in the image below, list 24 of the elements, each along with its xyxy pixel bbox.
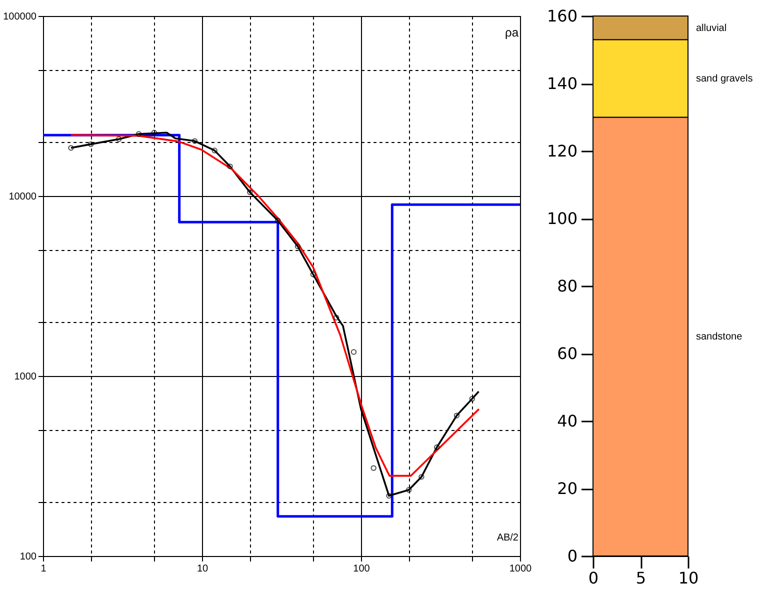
- y-tick-label: 40: [557, 412, 578, 430]
- x-tick-label: 10: [678, 568, 699, 588]
- y-tick-label: 100: [20, 552, 37, 562]
- y-tick-label: 80: [557, 276, 578, 296]
- y-tick-label: 60: [557, 344, 578, 363]
- series-label: alluvial: [696, 22, 727, 34]
- series-label: sand gravels: [696, 73, 753, 84]
- y-tick-label: 140: [546, 74, 578, 93]
- y-tick-label: 20: [557, 479, 578, 498]
- x-tick-label: 5: [636, 568, 646, 588]
- y-tick-label: 120: [546, 142, 578, 160]
- y-tick-label: 100: [546, 209, 578, 228]
- y-axis-title: ρa: [505, 26, 519, 40]
- series-label: sandstone: [696, 332, 743, 343]
- x-tick-label: 0: [588, 568, 599, 588]
- x-tick-label: 100: [353, 564, 370, 574]
- y-tick-label: 10000: [8, 192, 37, 202]
- y-tick-label: 160: [546, 6, 578, 26]
- x-tick-label: 1000: [509, 564, 532, 574]
- x-axis-title: AB/2: [496, 532, 519, 544]
- x-tick-label: 1: [40, 564, 47, 574]
- x-tick-label: 10: [196, 564, 208, 574]
- y-tick-label: 1000: [14, 372, 37, 382]
- y-tick-label: 100000: [3, 12, 37, 22]
